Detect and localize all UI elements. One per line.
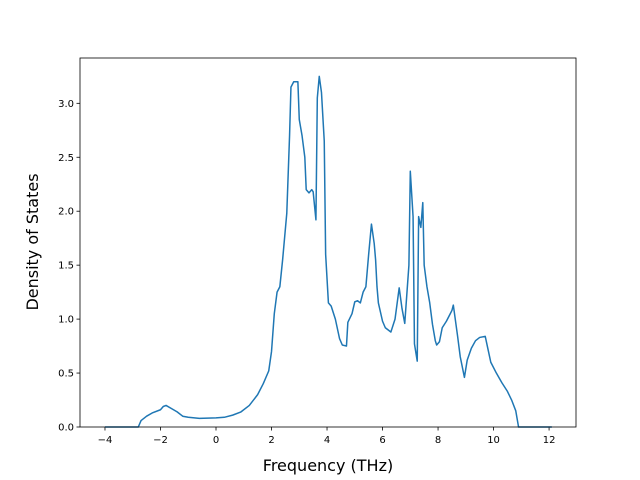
x-tick-label: −4 — [98, 435, 113, 446]
x-tick-label: 12 — [543, 435, 556, 446]
y-tick-label: 0.5 — [58, 369, 74, 380]
x-tick-label: 2 — [268, 435, 274, 446]
x-tick-label: −2 — [153, 435, 168, 446]
y-tick-label: 2.0 — [58, 207, 74, 218]
y-tick-label: 1.0 — [58, 315, 74, 326]
x-tick-label: 10 — [487, 435, 500, 446]
x-tick-label: 0 — [213, 435, 219, 446]
x-tick-label: 4 — [324, 435, 330, 446]
y-tick-label: 1.5 — [58, 261, 74, 272]
y-axis-label: Density of States — [23, 173, 42, 310]
plot-frame — [79, 57, 577, 428]
y-tick-label: 2.5 — [58, 153, 74, 164]
x-tick-label: 6 — [379, 435, 385, 446]
density-line — [104, 75, 552, 428]
x-axis-label: Frequency (THz) — [263, 456, 393, 475]
y-tick-label: 0.0 — [58, 423, 74, 434]
y-tick-label: 3.0 — [58, 99, 74, 110]
x-tick-label: 8 — [435, 435, 441, 446]
